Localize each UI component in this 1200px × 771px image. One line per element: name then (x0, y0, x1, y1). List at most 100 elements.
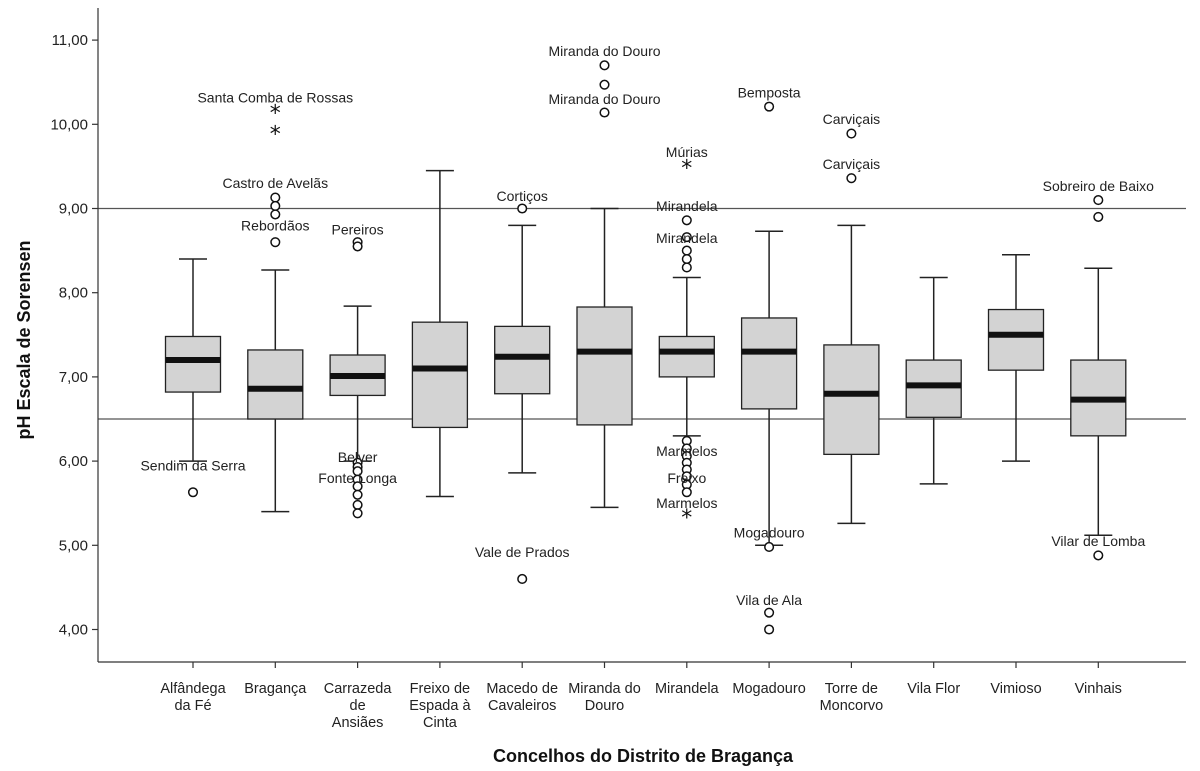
x-tick-label: Freixo de Espada à Cinta (409, 681, 471, 731)
outlier-label: Rebordãos (241, 217, 310, 233)
outlier-label: Vale de Prados (475, 544, 570, 560)
x-tick-label: Carrazeda de Ansiães (324, 681, 393, 731)
outlier-point (681, 262, 692, 273)
outlier-label: Miranda do Douro (548, 91, 660, 107)
outlier-point (681, 232, 692, 243)
box (987, 308, 1045, 371)
x-tick-label: Mirandela (655, 681, 720, 697)
outlier-point (187, 487, 199, 498)
outlier-label: Marmelos (656, 443, 717, 459)
outlier-point (681, 487, 692, 498)
outlier-point (599, 60, 610, 71)
outlier-label: Mirandela (656, 198, 718, 214)
outlier-label: Vilar de Lomba (1051, 533, 1145, 549)
x-tick-label: Torre de Moncorvo (820, 681, 884, 714)
y-tick-label: 9,00 (59, 201, 88, 218)
outliers: **** (187, 60, 1104, 635)
outlier-point (270, 200, 281, 212)
outlier-label: Carviçais (823, 156, 881, 172)
outlier-point (352, 499, 363, 510)
y-axis-title: pH Escala de Sorensen (14, 240, 34, 439)
extreme-outlier: * (270, 123, 281, 148)
outlier-point (846, 128, 857, 139)
x-tick-label: Mogadouro (732, 681, 805, 697)
extreme-outlier: * (270, 102, 281, 127)
box-group (823, 224, 880, 525)
outlier-point (517, 573, 528, 585)
outlier-point (270, 209, 281, 220)
outlier-point (764, 607, 775, 618)
outlier-point (764, 101, 775, 112)
box (905, 359, 962, 418)
y-tick-label: 4,00 (59, 622, 88, 639)
x-tick-label: Macedo de Cavaleiros (486, 681, 558, 714)
box (164, 335, 222, 393)
box-group (494, 224, 551, 474)
box-group (740, 230, 798, 547)
outlier-point (352, 241, 363, 252)
box (411, 321, 469, 429)
outlier-point (270, 237, 281, 248)
y-tick-label: 11,00 (52, 32, 88, 49)
outlier-label: Vila de Ala (736, 592, 802, 608)
x-tick-label: Vinhais (1075, 681, 1122, 697)
outlier-point (517, 203, 528, 214)
box-group (1070, 267, 1127, 536)
box-group (411, 169, 469, 498)
x-tick-label: Vimioso (990, 681, 1041, 697)
boxes (164, 169, 1127, 547)
box-group (164, 258, 222, 462)
outlier-point (681, 253, 692, 265)
box-group (658, 276, 715, 437)
outlier-point (270, 192, 281, 203)
outlier-point (352, 489, 363, 500)
box-group (905, 276, 962, 485)
y-tick-label: 8,00 (59, 285, 88, 302)
outlier-label: Miranda do Douro (548, 43, 660, 59)
x-tick-label: Miranda do Douro (568, 681, 641, 714)
extreme-outlier: * (681, 506, 692, 531)
box (823, 344, 880, 456)
box (494, 325, 551, 395)
outlier-label: Marmelos (656, 495, 717, 511)
outlier-labels: Sendim da Serra Santa Comba de Rossas Cast… (140, 43, 1154, 608)
outlier-point (599, 79, 610, 90)
y-tick-label: 7,00 (59, 369, 88, 386)
box-group (987, 254, 1045, 462)
box (247, 349, 304, 420)
outlier-label: Santa Comba de Rossas (197, 89, 353, 105)
box-group (576, 207, 633, 509)
x-tick-label: Bragança (244, 681, 307, 697)
outlier-label: Castro de Avelãs (223, 175, 329, 191)
x-tick-label: Vila Flor (907, 681, 960, 697)
box (658, 335, 715, 378)
outlier-label: Pereiros (332, 222, 384, 238)
outlier-point (681, 245, 692, 256)
y-tick-label: 6,00 (59, 453, 88, 470)
outlier-label: Freixo (667, 470, 706, 486)
outlier-label: Múrias (666, 144, 708, 160)
outlier-point (1093, 195, 1104, 206)
box (576, 306, 633, 426)
outlier-label: Cortiços (497, 188, 548, 204)
outlier-label: Sendim da Serra (140, 457, 245, 473)
outlier-point (599, 107, 610, 118)
box (740, 317, 798, 410)
outlier-point (846, 173, 857, 184)
y-tick-label: 10,00 (50, 116, 88, 133)
x-axis-title: Concelhos do Distrito de Bragança (493, 746, 794, 766)
y-tick-label: 5,00 (59, 537, 88, 554)
box-group (329, 305, 386, 462)
x-tick-label: Alfândega da Fé (160, 681, 226, 714)
outlier-label: Fonte Longa (318, 470, 397, 486)
outlier-point (1093, 211, 1104, 222)
outlier-label: Belver (338, 449, 378, 465)
outlier-label: Mogadouro (734, 525, 805, 541)
outlier-point (352, 508, 363, 519)
outlier-label: Mirandela (656, 230, 718, 246)
extreme-outlier: * (681, 156, 692, 181)
box-group (247, 269, 304, 513)
outlier-point (1093, 550, 1104, 561)
outlier-point (764, 624, 775, 635)
